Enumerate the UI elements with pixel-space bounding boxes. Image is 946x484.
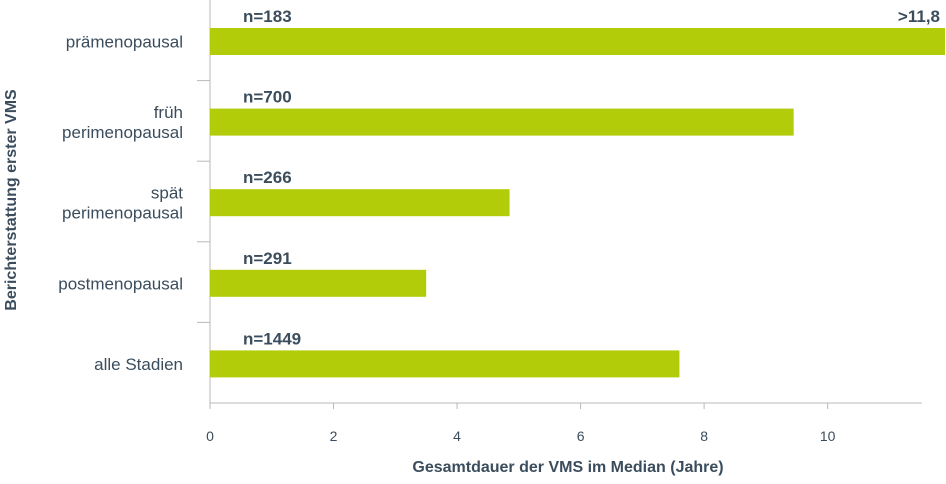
- category-label: perimenopausal: [62, 204, 183, 223]
- category-label: prämenopausal: [66, 33, 183, 52]
- n-label: n=266: [243, 168, 292, 187]
- n-label: n=1449: [243, 329, 301, 348]
- n-label: n=291: [243, 249, 292, 268]
- x-tick-label: 0: [206, 428, 214, 444]
- category-label: spät: [151, 184, 183, 203]
- category-label: postmenopausal: [58, 274, 183, 293]
- bar: [210, 269, 427, 297]
- bar: [210, 108, 794, 136]
- bar: [210, 189, 510, 217]
- category-label: perimenopausal: [62, 123, 183, 142]
- category-label: alle Stadien: [94, 355, 183, 374]
- n-label: n=183: [243, 7, 292, 26]
- category-label: früh: [154, 103, 183, 122]
- x-tick-label: 10: [820, 428, 836, 444]
- x-axis-title: Gesamtdauer der VMS im Median (Jahre): [412, 459, 723, 476]
- bar: [210, 28, 945, 55]
- x-tick-label: 8: [700, 428, 708, 444]
- bar-value-label: >11,8: [898, 7, 940, 26]
- x-tick-label: 2: [330, 428, 338, 444]
- bar: [210, 350, 680, 378]
- y-axis-title: Berichterstattung erster VMS: [3, 89, 20, 311]
- x-tick-label: 4: [453, 428, 461, 444]
- x-tick-label: 6: [577, 428, 585, 444]
- n-label: n=700: [243, 88, 292, 107]
